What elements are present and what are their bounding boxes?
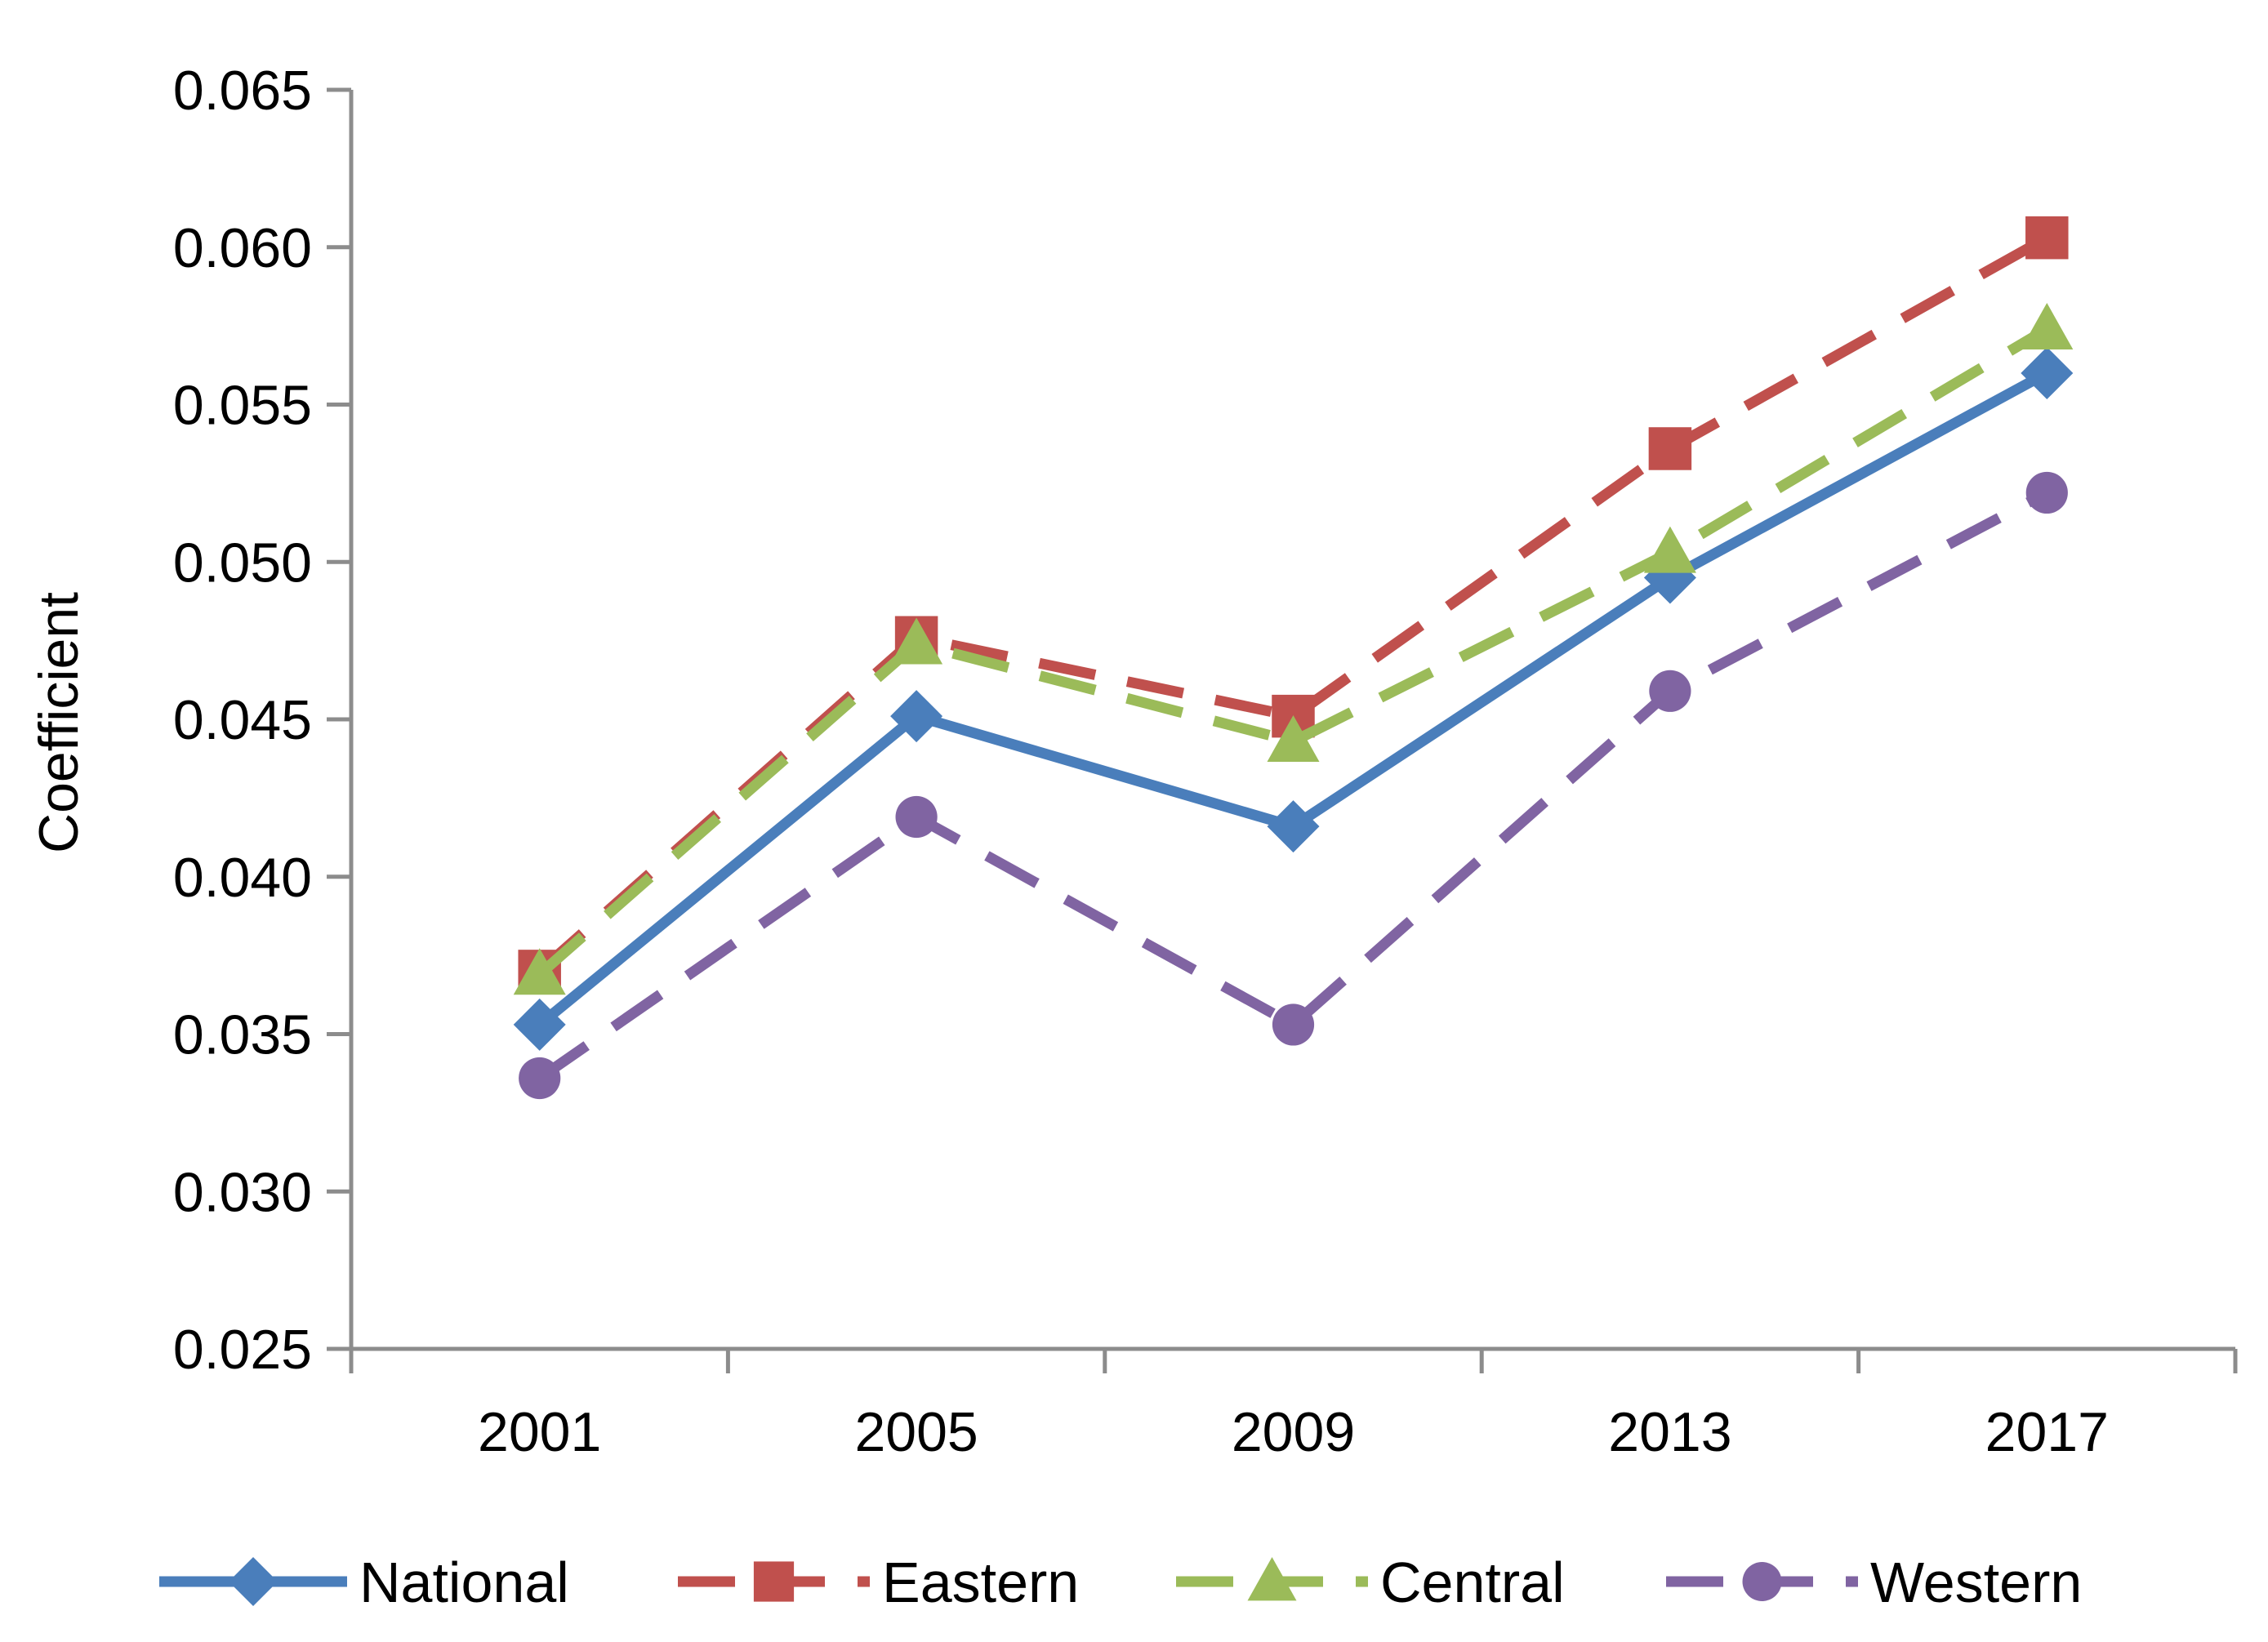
y-tick-label: 0.025 [173, 1319, 312, 1381]
legend-label: Eastern [882, 1551, 1079, 1614]
data-point-national-2017 [2021, 346, 2074, 399]
data-point-national-2005 [890, 690, 943, 743]
series-line-central [536, 324, 2050, 979]
legend-item-eastern: Eastern [678, 1551, 1079, 1614]
x-tick-label: 2009 [1232, 1401, 1355, 1463]
series-line-eastern [536, 233, 2050, 976]
data-point-central-2013 [1643, 526, 1696, 573]
series-central [513, 302, 2074, 995]
y-tick-label: 0.055 [173, 375, 312, 437]
y-tick-label: 0.050 [173, 532, 312, 594]
data-point-national-2009 [1267, 800, 1320, 853]
legend-swatch-marker [229, 1557, 278, 1606]
y-tick-label: 0.045 [173, 689, 312, 751]
legend: National Eastern Central Western [159, 1551, 2082, 1614]
data-point-eastern-2013 [1648, 427, 1692, 470]
data-point-eastern-2017 [2025, 216, 2069, 260]
data-point-central-2001 [513, 948, 566, 995]
legend-item-western: Western [1666, 1551, 2082, 1614]
data-point-national-2001 [513, 998, 566, 1051]
series-western [519, 471, 2068, 1100]
series-layer [513, 216, 2074, 1100]
axes: 0.025 0.030 0.035 0.040 0.045 0.050 0.055 0.060… [173, 60, 2238, 1463]
series-line-western [536, 487, 2050, 1083]
x-tick-label: 2017 [1985, 1401, 2109, 1463]
y-tick-label: 0.030 [173, 1161, 312, 1223]
legend-label: Central [1380, 1551, 1565, 1614]
x-tick-label: 2005 [854, 1401, 978, 1463]
data-point-western-2001 [519, 1057, 561, 1100]
x-tick-label: 2013 [1608, 1401, 1731, 1463]
y-tick-label: 0.040 [173, 847, 312, 909]
legend-item-central: Central [1176, 1551, 1565, 1614]
y-tick-label: 0.060 [173, 217, 312, 279]
data-point-central-2017 [2021, 302, 2074, 349]
y-axis-title: Coefficient [28, 592, 90, 853]
data-point-central-2009 [1267, 714, 1320, 762]
legend-label: National [359, 1551, 569, 1614]
y-tick-label: 0.065 [173, 60, 312, 122]
data-point-western-2009 [1272, 1003, 1315, 1046]
data-point-western-2013 [1649, 670, 1691, 712]
legend-item-national: National [159, 1551, 569, 1614]
x-tick-label: 2001 [478, 1401, 601, 1463]
legend-swatch-marker [753, 1561, 795, 1602]
legend-swatch-marker [1247, 1557, 1297, 1601]
legend-label: Western [1870, 1551, 2082, 1614]
data-point-central-2005 [890, 617, 943, 665]
legend-swatch-marker [1742, 1562, 1782, 1601]
data-point-western-2005 [895, 795, 938, 839]
data-point-western-2017 [2025, 471, 2068, 514]
y-tick-label: 0.035 [173, 1004, 312, 1066]
